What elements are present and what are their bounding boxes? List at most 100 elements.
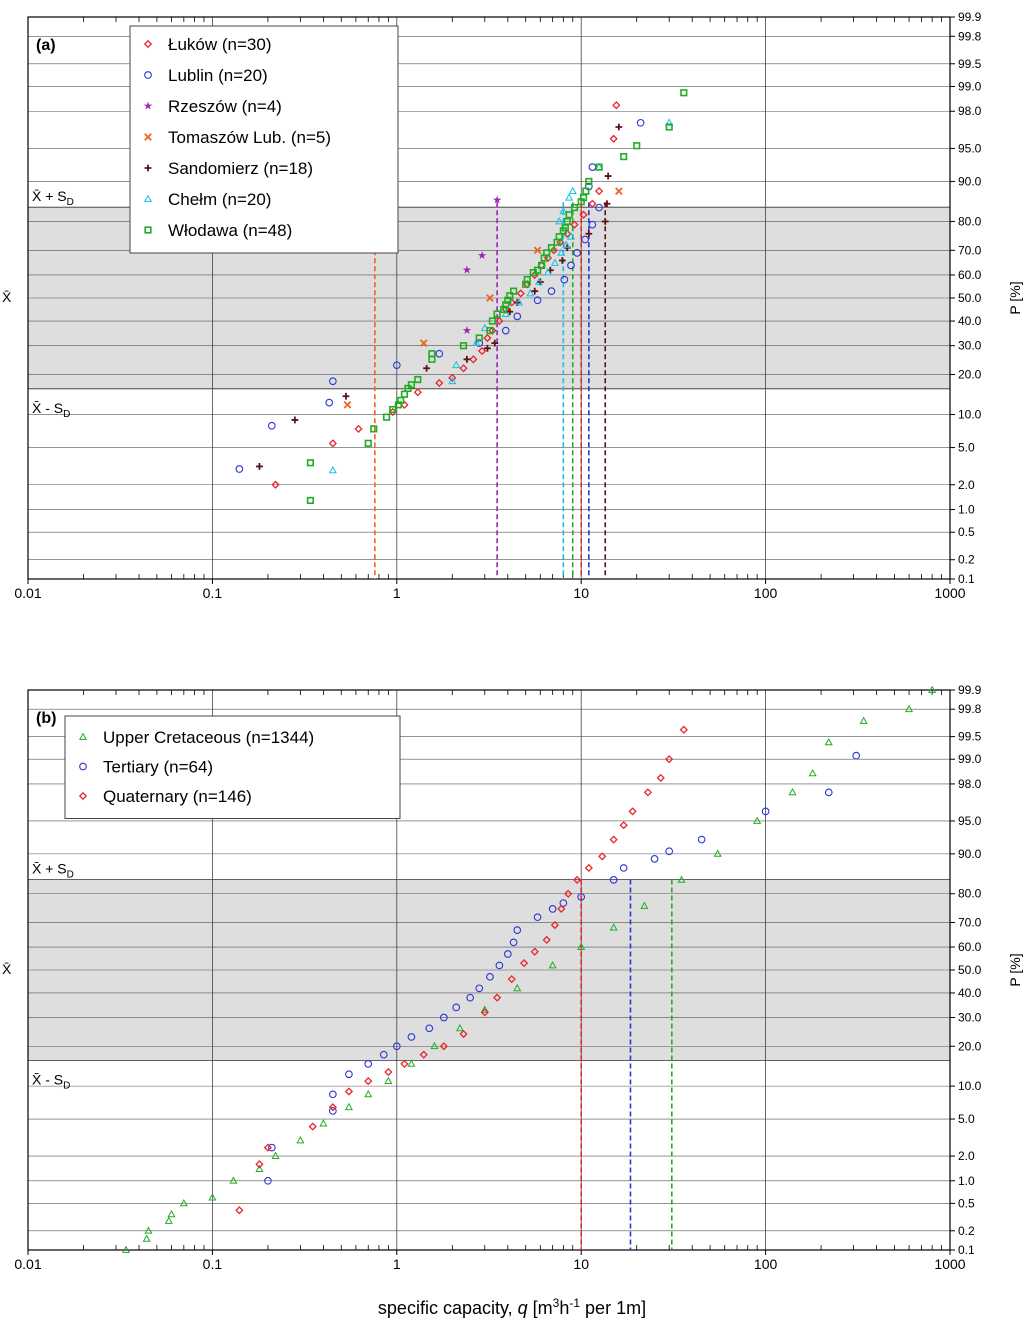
series-plus xyxy=(256,123,623,470)
data-point xyxy=(493,993,502,1002)
x-tick-label: 0.1 xyxy=(203,585,223,601)
data-point xyxy=(604,172,612,180)
data-point xyxy=(414,375,422,384)
y-tick-label: 0.1 xyxy=(958,572,975,586)
data-point xyxy=(557,248,566,256)
data-point xyxy=(555,217,564,225)
data-point xyxy=(425,1024,434,1033)
y-tick-label: 2.0 xyxy=(958,478,975,492)
data-point xyxy=(256,463,263,470)
data-point xyxy=(343,401,352,409)
y-tick-label: 2.0 xyxy=(958,1149,975,1163)
y-tick-label: 70.0 xyxy=(958,243,982,257)
data-point xyxy=(584,863,593,873)
data-point xyxy=(506,308,514,316)
legend-marker xyxy=(144,133,152,141)
legend: Łuków (n=30) Lublin (n=20) ★ Rzeszów (n=4) T… xyxy=(129,25,399,254)
legend-box xyxy=(64,715,401,819)
data-point xyxy=(538,261,546,270)
data-point xyxy=(306,459,315,467)
data-point xyxy=(628,807,637,816)
mean-label: X̄ xyxy=(2,961,12,977)
data-point: ★ xyxy=(462,325,472,337)
y-tick-label: 80.0 xyxy=(958,887,982,901)
y-tick-label: 5.0 xyxy=(958,1112,975,1126)
plot-frame xyxy=(27,16,951,580)
data-point xyxy=(428,350,436,358)
y-axis-label: P [%] xyxy=(1007,953,1023,986)
data-point xyxy=(579,194,588,202)
data-point xyxy=(329,1090,337,1099)
data-point xyxy=(530,947,539,956)
data-point xyxy=(577,942,586,950)
data-point xyxy=(565,211,573,219)
y-tick-label: 5.0 xyxy=(958,441,975,455)
data-point xyxy=(448,373,457,382)
data-point xyxy=(475,339,484,347)
data-point xyxy=(558,257,566,264)
y-tick-label: 20.0 xyxy=(958,1039,982,1053)
data-point xyxy=(677,875,686,883)
mean-plus-sd-label: X̄ + SD xyxy=(32,861,74,881)
data-point xyxy=(788,787,797,796)
data-point xyxy=(308,1122,317,1131)
data-point xyxy=(679,725,688,734)
y-tick-label: 98.0 xyxy=(958,104,982,118)
x-tick-label: 0.01 xyxy=(14,585,41,601)
y-axis-label: P [%] xyxy=(1007,281,1023,314)
data-point xyxy=(384,1067,393,1077)
data-point xyxy=(480,1008,489,1017)
data-point xyxy=(573,249,581,257)
data-point xyxy=(291,416,299,424)
data-point xyxy=(510,287,518,295)
data-point xyxy=(612,101,621,110)
data-point xyxy=(563,229,572,238)
series-star: ★ ★ ★ ★ xyxy=(462,194,502,337)
data-point xyxy=(543,249,551,257)
data-point xyxy=(581,235,589,244)
legend-label: Lublin (n=20) xyxy=(168,66,268,85)
y-tick-label: 0.2 xyxy=(958,553,975,567)
data-point xyxy=(413,388,422,397)
data-point xyxy=(808,768,817,777)
data-point xyxy=(466,993,475,1002)
data-point xyxy=(480,1005,489,1013)
y-tick-label: 98.0 xyxy=(958,777,982,791)
data-point xyxy=(665,755,674,764)
data-point: ★ xyxy=(462,265,472,277)
y-tick-label: 99.9 xyxy=(958,683,982,697)
data-point xyxy=(397,396,405,405)
x-tick-label: 1000 xyxy=(934,1256,965,1272)
data-point xyxy=(615,123,623,131)
data-point xyxy=(382,413,391,421)
data-point xyxy=(344,1102,353,1111)
data-point xyxy=(620,153,628,161)
y-tick-label: 60.0 xyxy=(958,268,982,282)
data-point xyxy=(504,296,512,304)
x-tick-label: 0.1 xyxy=(203,1256,223,1272)
sup: -1 xyxy=(569,1296,580,1310)
data-point xyxy=(364,1060,373,1068)
data-point xyxy=(905,704,914,713)
x-axis-label-part: per 1m] xyxy=(580,1298,646,1318)
data-point xyxy=(522,280,530,288)
data-point xyxy=(392,1042,401,1051)
y-tick-label: 0.5 xyxy=(958,1196,975,1210)
y-tick-label: 99.5 xyxy=(958,730,982,744)
x-axis-label: specific capacity, q [m3h-1 per 1m] xyxy=(378,1296,646,1318)
y-tick-label: 20.0 xyxy=(958,368,982,382)
data-point xyxy=(531,287,539,295)
data-point xyxy=(595,203,603,212)
data-point xyxy=(609,876,618,884)
data-point xyxy=(469,355,478,364)
data-point xyxy=(713,849,722,857)
data-point xyxy=(329,1107,337,1115)
data-point xyxy=(164,1216,173,1224)
data-point xyxy=(488,317,497,325)
mean-plus-sd-label: X̄ + SD xyxy=(32,188,74,208)
data-point xyxy=(577,893,586,901)
data-point xyxy=(472,338,481,346)
data-point xyxy=(582,187,590,195)
x-tick-label: 0.01 xyxy=(14,1256,41,1272)
x-tick-label: 10 xyxy=(573,585,589,601)
